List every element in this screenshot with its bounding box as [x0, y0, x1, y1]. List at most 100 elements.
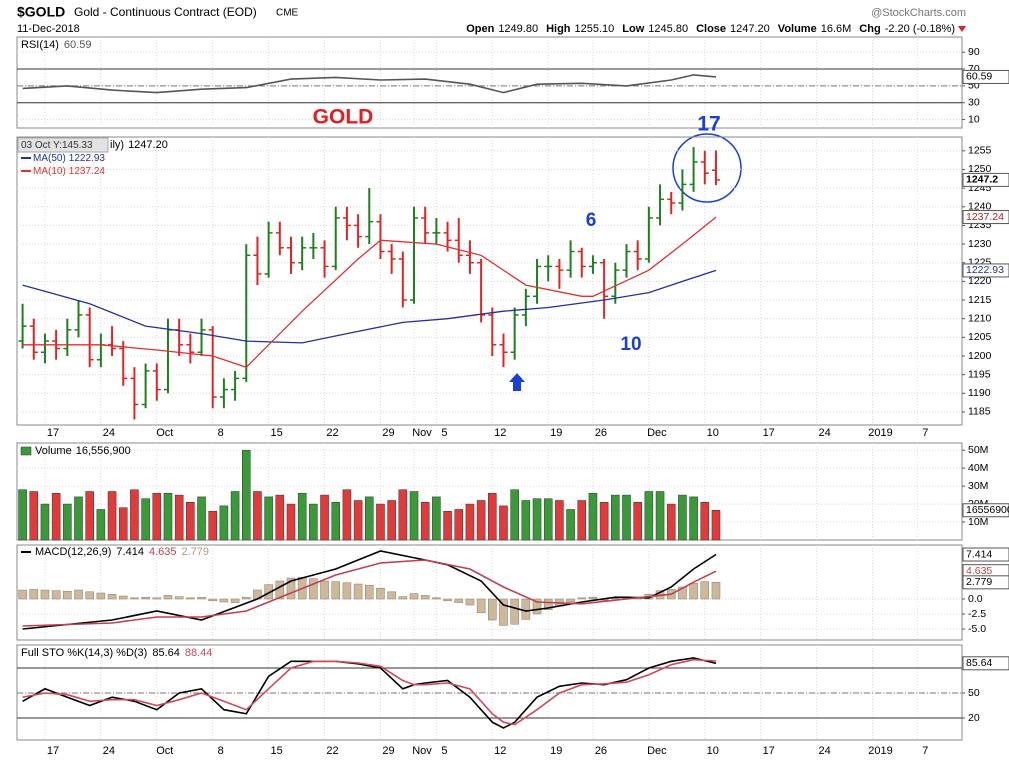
y-tick-label: 30 [968, 97, 980, 109]
value-box-label: 7.414 [966, 548, 992, 560]
macd-histogram-bar [700, 581, 710, 600]
macd-histogram-bar [130, 597, 139, 600]
y-tick-label: 1200 [968, 350, 992, 362]
y-tick-label: 50M [968, 444, 988, 456]
indicator-line [22, 559, 717, 627]
volume-bar [141, 498, 150, 541]
legend-title: Full STO %K(14,3) %D(3) [21, 647, 147, 659]
volume-bar [286, 503, 296, 541]
x-tick-label: 26 [595, 745, 607, 757]
volume-bar [599, 502, 609, 541]
macd-histogram-bar [689, 583, 698, 600]
y-tick-label: 10M [968, 516, 988, 528]
volume-bar [555, 500, 564, 541]
quote-value: 1255.10 [575, 23, 615, 35]
macd-histogram-bar [186, 597, 195, 600]
volume-bar [320, 494, 329, 541]
y-tick-label: 1250 [968, 163, 992, 175]
legend-entry: MA(50) 1222.93 [33, 153, 105, 164]
volume-bar [689, 496, 698, 541]
value-box [962, 575, 1009, 590]
x-tick-label: 24 [818, 427, 830, 439]
legend-value: 85.64 [152, 647, 180, 659]
macd-histogram-bar [387, 591, 396, 600]
quote-value: 1249.80 [498, 23, 538, 35]
macd-histogram-bar [443, 598, 452, 602]
volume-bar [420, 502, 430, 541]
legend: Volume 16,556,900 [35, 445, 131, 457]
macd-histogram-bar [588, 596, 598, 600]
x-tick-label: 29 [382, 745, 394, 757]
macd-histogram-bar [197, 596, 206, 600]
legend-value: 2.779 [181, 546, 209, 558]
x-tick-label: 5 [441, 745, 447, 757]
macd-histogram-bar [107, 593, 117, 600]
y-tick-label: 30M [968, 480, 988, 492]
indicator-line [22, 74, 717, 94]
macd-histogram-bar [264, 584, 273, 600]
volume-bar [577, 500, 587, 541]
x-tick-label: 17 [47, 427, 59, 439]
value-box-label: 85.64 [966, 657, 992, 669]
x-tick-label: Oct [156, 745, 173, 757]
macd-histogram-bar [174, 596, 184, 600]
macd-histogram-bar [409, 593, 419, 600]
macd-histogram-bar [331, 581, 341, 600]
volume-bar [163, 493, 173, 541]
legend-title: Volume [35, 445, 72, 457]
volume-bar [118, 507, 128, 541]
x-tick-label: 8 [218, 427, 224, 439]
macd-histogram-bar [118, 595, 128, 600]
instrument-name: Gold - Continuous Contract (EOD) [74, 5, 257, 19]
y-tick-label: 20 [968, 712, 980, 724]
volume-bar [655, 491, 665, 541]
x-tick-label: Dec [647, 745, 667, 757]
volume-bar [353, 500, 363, 541]
legend-value: 88.44 [185, 647, 213, 659]
y-tick-label: 40M [968, 462, 988, 474]
x-tick-label: 24 [103, 427, 115, 439]
x-tick-label: 19 [550, 427, 562, 439]
y-tick-label: 50 [968, 80, 980, 92]
x-tick-label: 22 [326, 745, 338, 757]
volume-bar [275, 494, 285, 541]
volume-bar [230, 491, 240, 541]
y-tick-label: 1185 [968, 406, 991, 418]
panel-frame [16, 36, 963, 129]
macd-histogram-bar [309, 578, 318, 600]
legend-value: 1237.24 [69, 166, 106, 177]
legend-value: 7.414 [116, 546, 144, 558]
volume-bar [241, 449, 251, 541]
value-box [962, 503, 1009, 518]
macd-histogram-bar [320, 580, 329, 600]
x-tick-label: 15 [271, 745, 283, 757]
volume-bar [174, 494, 184, 541]
y-tick-label: 0.0 [968, 593, 983, 605]
macd-histogram-bar [51, 590, 61, 600]
value-box-label: 4.635 [966, 565, 992, 577]
x-tick-label: 2019 [868, 427, 892, 439]
x-tick-label: 12 [494, 745, 506, 757]
value-box-label: 16556900 [966, 504, 1009, 516]
y-tick-label: 1230 [968, 238, 992, 250]
macd-histogram-bar [63, 590, 72, 600]
legend: ily) 1247.20 [110, 139, 168, 151]
volume-bar [342, 489, 352, 541]
macd-histogram-bar [342, 582, 352, 600]
volume-bar [510, 489, 519, 541]
y-tick-label: 1240 [968, 201, 992, 213]
volume-bar [297, 493, 307, 541]
value-box-label: 1237.24 [966, 211, 1004, 223]
volume-bar [365, 496, 374, 541]
y-tick-label: 1255 [968, 145, 992, 157]
value-box [962, 210, 1009, 225]
macd-histogram-bar [510, 598, 519, 625]
macd-histogram-bar [241, 596, 251, 600]
value-box-label: 1247.2 [966, 174, 998, 186]
highlight-circle [672, 133, 742, 203]
macd-histogram-bar [711, 582, 721, 600]
volume-bar [18, 489, 27, 541]
legend-value: 4.635 [149, 546, 177, 558]
legend-swatch [20, 446, 32, 456]
